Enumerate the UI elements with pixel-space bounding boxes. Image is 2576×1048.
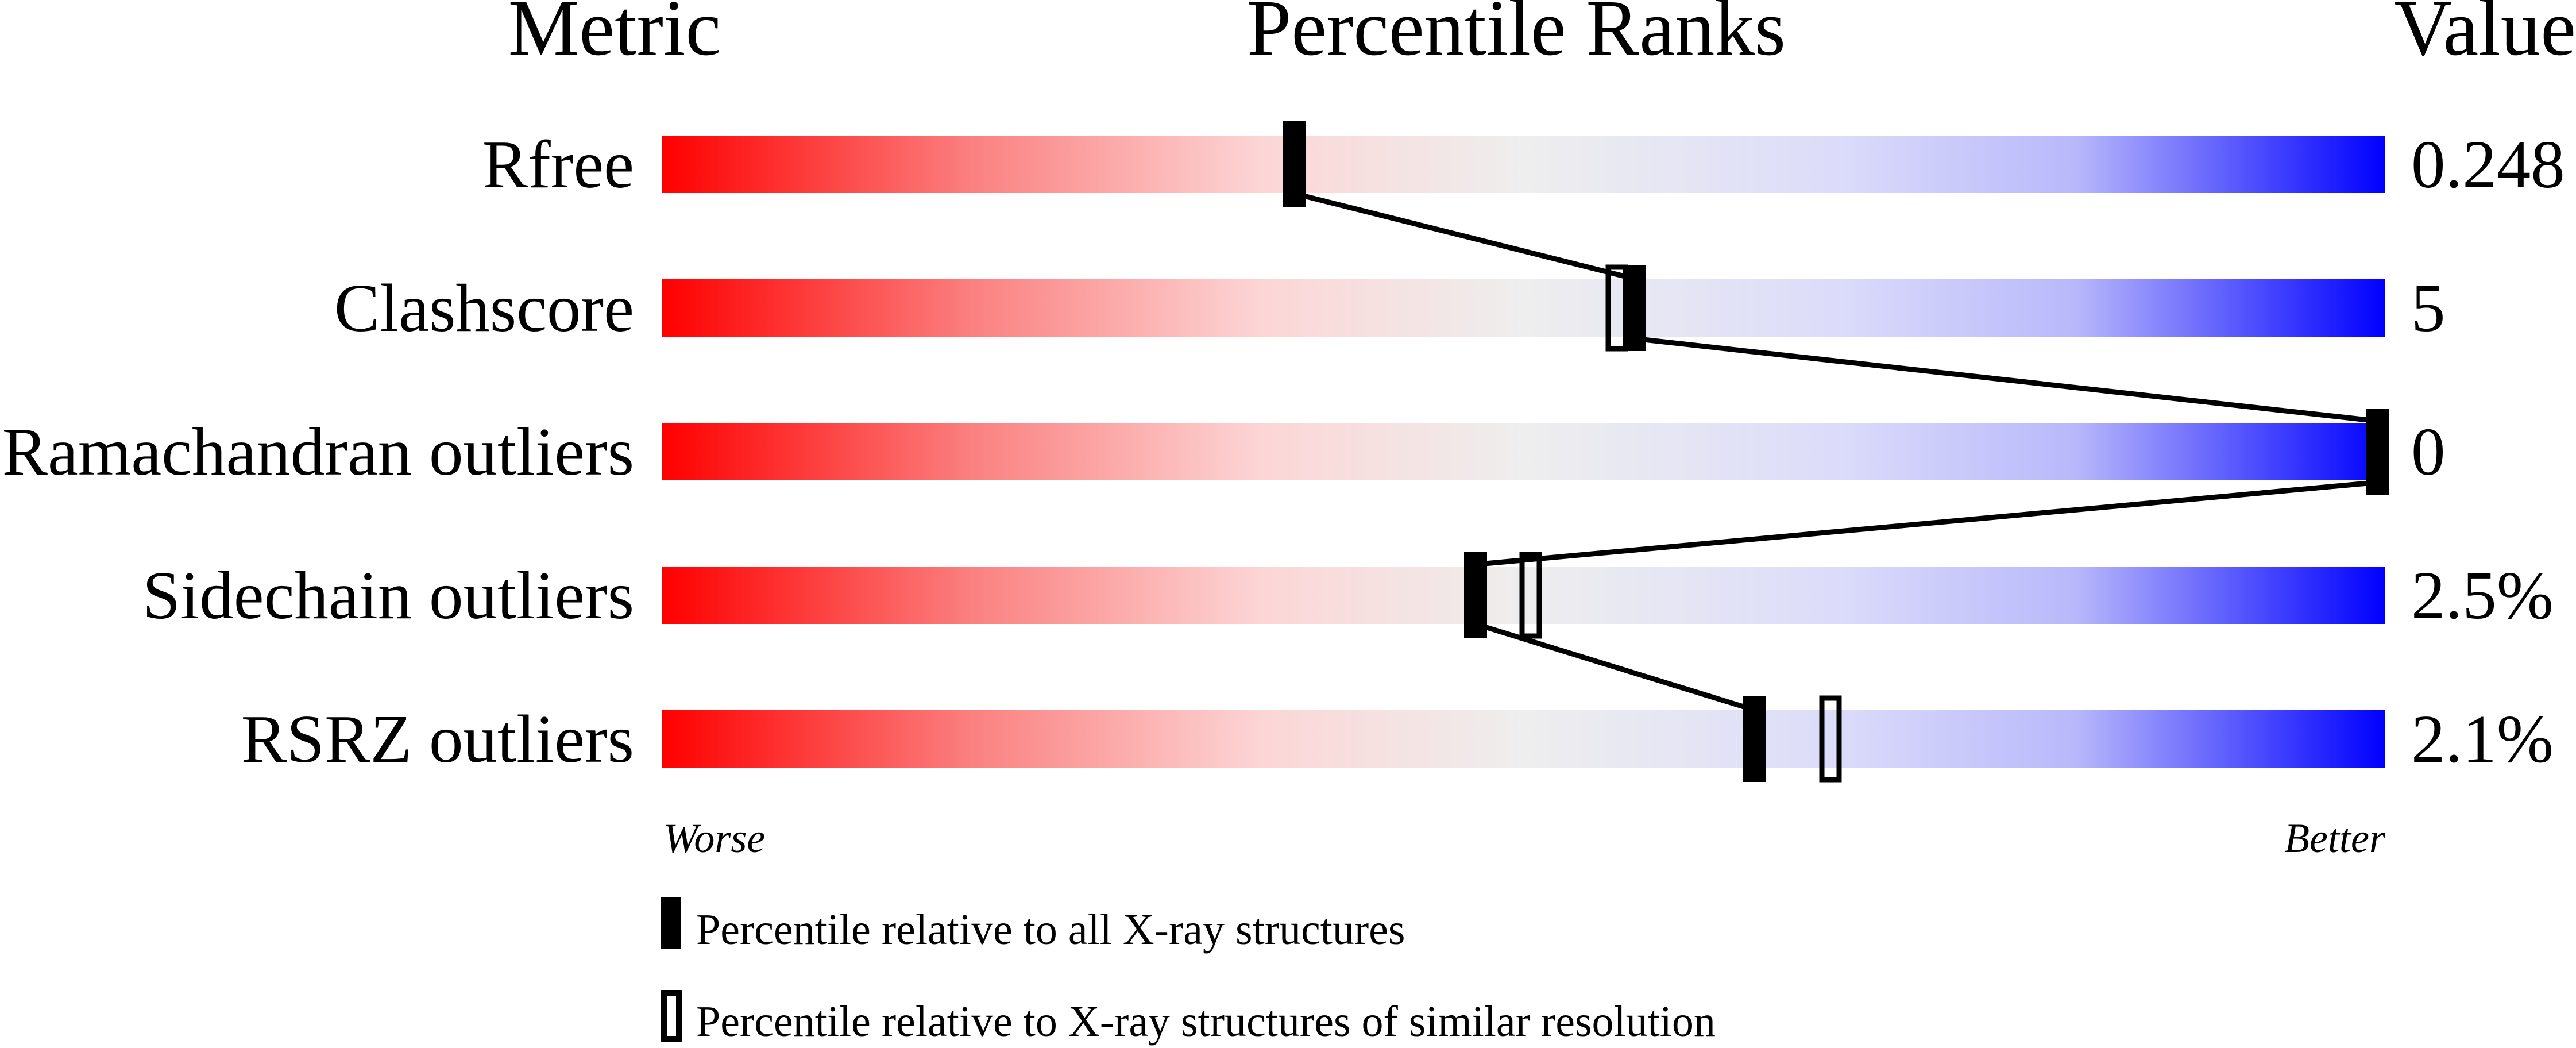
metric-value: 5 <box>2411 270 2446 346</box>
metric-label: Clashscore <box>334 270 634 346</box>
metric-label: Ramachandran outliers <box>2 414 634 490</box>
connector-lines <box>1303 193 2369 710</box>
legend-label-similar: Percentile relative to X-ray structures … <box>696 997 1716 1046</box>
marker-all-structures <box>2366 409 2389 495</box>
marker-all-structures <box>1743 696 1766 782</box>
metric-label: RSRZ outliers <box>241 701 634 777</box>
marker-all-structures <box>1283 121 1306 207</box>
connector-line <box>1643 337 2369 423</box>
connector-line <box>1484 480 2369 567</box>
legend-filled-marker-icon <box>661 897 681 949</box>
header-percentile-ranks: Percentile Ranks <box>1247 0 1786 72</box>
marker-similar-resolution <box>1519 552 1542 639</box>
connector-line <box>1303 193 1626 279</box>
legend-label-all: Percentile relative to all X-ray structu… <box>696 906 1405 954</box>
legend-open-marker-icon <box>661 990 682 1042</box>
marker-all-structures <box>1464 552 1487 638</box>
connector-line <box>1484 624 1747 710</box>
marker-similar-resolution <box>1819 695 1842 783</box>
header-value: Value <box>2395 0 2576 72</box>
metric-value: 2.5% <box>2411 557 2554 633</box>
metric-label: Rfree <box>482 126 634 202</box>
metric-label: Sidechain outliers <box>142 557 634 633</box>
metric-rows: Rfree 0.248 Clashscore 5 Ramachandran outlie… <box>2 126 2565 777</box>
metric-value: 2.1% <box>2411 701 2554 777</box>
header-metric: Metric <box>508 0 721 72</box>
metric-value: 0 <box>2411 414 2446 490</box>
percentile-bar <box>662 710 2385 768</box>
percentile-markers <box>1283 121 2389 783</box>
marker-all-structures <box>1623 265 1646 351</box>
percentile-bar <box>662 136 2385 193</box>
axis-label-worse: Worse <box>663 815 765 861</box>
percentile-bar <box>662 423 2385 480</box>
axis-label-better: Better <box>2284 815 2386 861</box>
percentile-bar <box>662 279 2385 337</box>
metric-value: 0.248 <box>2411 126 2565 202</box>
